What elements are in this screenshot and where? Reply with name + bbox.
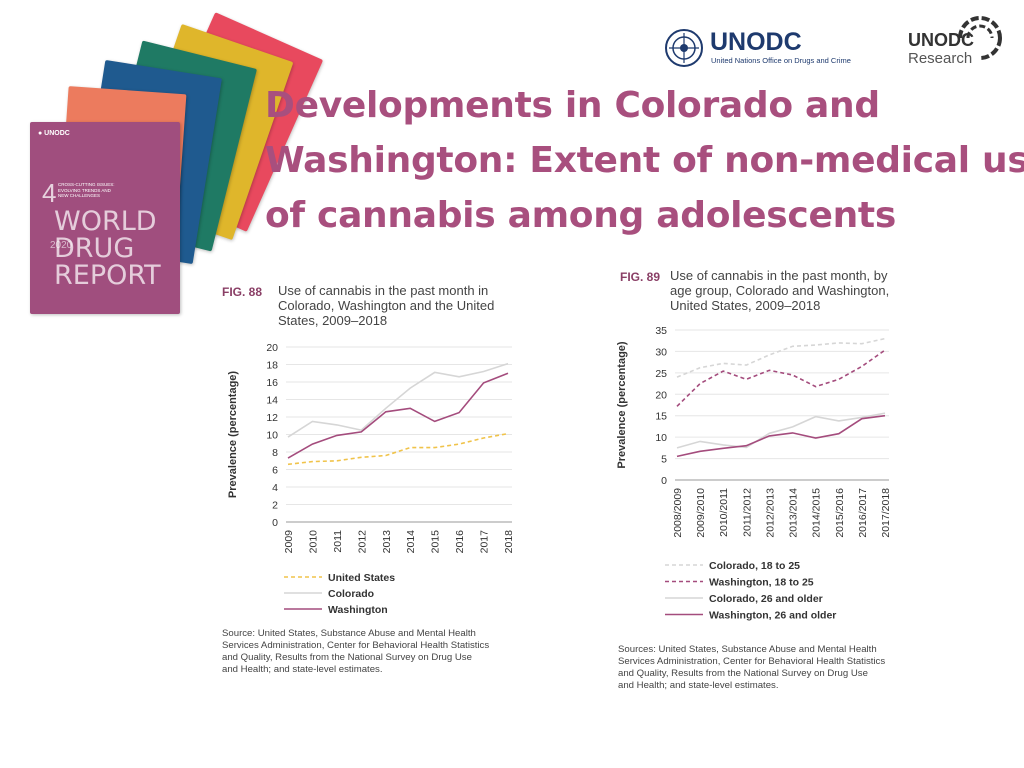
cover-year: 2020 bbox=[50, 240, 73, 251]
y-tick-label: 2 bbox=[272, 500, 278, 512]
x-tick-label: 2016/2017 bbox=[857, 488, 869, 538]
y-tick-label: 8 bbox=[272, 447, 278, 459]
legend-label: Washington, 26 and older bbox=[709, 610, 836, 622]
fig88-label: FIG. 88 bbox=[222, 285, 263, 299]
x-tick-label: 2015 bbox=[430, 530, 442, 554]
research-logo-name: UNODC bbox=[908, 30, 974, 50]
legend-label: Washington, 18 to 25 bbox=[709, 577, 814, 589]
title-line: Developments in Colorado and bbox=[265, 85, 880, 126]
cover-chapter-text: CROSS-CUTTING ISSUES: EVOLVING TRENDS AN… bbox=[58, 182, 115, 198]
title-line: Washington: Extent of non-medical use bbox=[265, 140, 1024, 181]
fig89-chart: Prevalence (percentage) 0 5 10 15 20 25 30 35 200… bbox=[616, 325, 892, 622]
y-tick-label: 25 bbox=[655, 368, 667, 380]
x-tick-label: 2008/2009 bbox=[672, 488, 684, 538]
fig89-label: FIG. 89 bbox=[620, 270, 661, 284]
series-line bbox=[287, 432, 509, 466]
unodc-logo: UNODC United Nations Office on Drugs and… bbox=[664, 28, 884, 68]
fig89-source: Sources: United States, Substance Abuse … bbox=[618, 644, 886, 691]
fig89-caption: Use of cannabis in the past month, by ag… bbox=[670, 268, 890, 313]
cover-title: WORLD DRUG REPORT bbox=[54, 206, 161, 291]
y-tick-label: 12 bbox=[266, 412, 278, 424]
x-tick-label: 2018 bbox=[503, 530, 515, 554]
y-tick-label: 4 bbox=[272, 482, 278, 494]
y-tick-label: 30 bbox=[655, 346, 667, 358]
x-tick-label: 2014 bbox=[405, 530, 417, 554]
legend-label: Washington bbox=[328, 604, 388, 616]
y-tick-label: 0 bbox=[661, 475, 667, 487]
x-tick-label: 2016 bbox=[454, 530, 466, 554]
cover-unodc-mark: ● UNODC bbox=[38, 130, 70, 137]
x-tick-label: 2011/2012 bbox=[741, 488, 753, 537]
report-cover-stack: ● UNODC 4 CROSS-CUTTING ISSUES: EVOLVING… bbox=[0, 0, 324, 330]
x-tick-label: 2010/2011 bbox=[718, 488, 730, 537]
x-tick-label: 2013 bbox=[381, 530, 393, 554]
unodc-research-logo: UNODC Research bbox=[906, 10, 1016, 70]
y-tick-label: 16 bbox=[266, 377, 278, 389]
fig88-chart: Prevalence (percentage) 0 2 4 6 8 10 12 14 16 18 20… bbox=[227, 342, 515, 616]
series-line bbox=[287, 362, 509, 438]
fig88-caption: Use of cannabis in the past month in Col… bbox=[278, 283, 495, 328]
series-line bbox=[287, 372, 509, 459]
series-line bbox=[676, 349, 886, 407]
legend-label: United States bbox=[328, 572, 395, 584]
series-line bbox=[676, 414, 886, 458]
x-tick-label: 2012/2013 bbox=[764, 488, 776, 538]
y-axis-label: Prevalence (percentage) bbox=[616, 341, 628, 469]
y-tick-label: 14 bbox=[266, 395, 278, 407]
x-tick-label: 2017 bbox=[479, 530, 491, 554]
series-line bbox=[676, 412, 886, 449]
y-tick-label: 20 bbox=[655, 389, 667, 401]
unodc-logo-subtitle: United Nations Office on Drugs and Crime bbox=[711, 56, 851, 65]
y-tick-label: 18 bbox=[266, 360, 278, 372]
x-tick-label: 2013/2014 bbox=[788, 488, 800, 538]
y-tick-label: 5 bbox=[661, 454, 667, 466]
x-tick-label: 2017/2018 bbox=[880, 488, 892, 538]
y-tick-label: 6 bbox=[272, 465, 278, 477]
y-tick-label: 10 bbox=[655, 432, 667, 444]
slide-title: Developments in Colorado and Washington:… bbox=[265, 78, 1024, 243]
y-tick-label: 15 bbox=[655, 411, 667, 423]
legend-label: Colorado, 26 and older bbox=[709, 593, 823, 605]
x-tick-label: 2011 bbox=[332, 530, 344, 553]
y-tick-label: 10 bbox=[266, 430, 278, 442]
x-tick-label: 2009/2010 bbox=[695, 488, 707, 538]
unodc-logo-name: UNODC bbox=[710, 28, 802, 56]
fig88-source: Source: United States, Substance Abuse a… bbox=[222, 628, 490, 675]
legend-label: Colorado, 18 to 25 bbox=[709, 560, 800, 572]
x-tick-label: 2010 bbox=[307, 530, 319, 554]
x-tick-label: 2014/2015 bbox=[811, 488, 823, 538]
x-tick-label: 2015/2016 bbox=[834, 488, 846, 538]
x-tick-label: 2009 bbox=[283, 530, 295, 554]
un-emblem-icon bbox=[665, 29, 703, 67]
cover-chapter-number: 4 bbox=[42, 178, 57, 208]
x-tick-label: 2012 bbox=[356, 530, 368, 554]
report-cover-front: ● UNODC 4 CROSS-CUTTING ISSUES: EVOLVING… bbox=[30, 122, 180, 314]
research-logo-subtitle: Research bbox=[908, 50, 973, 67]
series-line bbox=[676, 337, 886, 378]
title-line: of cannabis among adolescents bbox=[265, 195, 896, 236]
y-axis-label: Prevalence (percentage) bbox=[227, 371, 239, 499]
y-tick-label: 20 bbox=[266, 342, 278, 354]
research-arcs-icon bbox=[958, 16, 1002, 60]
legend-label: Colorado bbox=[328, 588, 374, 600]
y-tick-label: 35 bbox=[655, 325, 667, 337]
y-tick-label: 0 bbox=[272, 517, 278, 529]
